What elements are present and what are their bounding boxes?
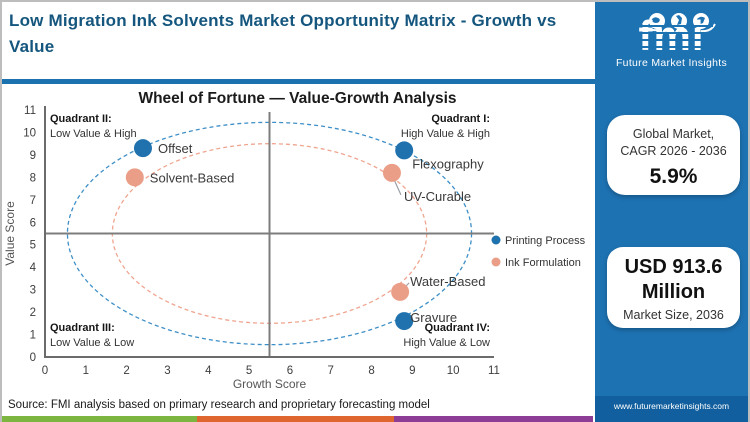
data-point-label-gravure: Gravure xyxy=(410,310,457,325)
y-tick-label: 0 xyxy=(30,352,36,364)
data-point-label-uv-curable: UV-Curable xyxy=(404,189,471,204)
footer-strip-orange xyxy=(197,416,394,422)
logo-stripe xyxy=(630,25,713,27)
y-tick-label: 11 xyxy=(24,105,36,117)
y-axis-title: Value Score xyxy=(3,201,17,266)
data-point-label-flexography: Flexography xyxy=(412,156,484,171)
y-tick-label: 6 xyxy=(30,217,36,229)
logo-stripe xyxy=(630,32,713,34)
cagr-card-title-line2: CAGR 2026 - 2036 xyxy=(620,144,727,158)
x-tick-label: 10 xyxy=(447,365,460,377)
footer-strip-green xyxy=(0,416,197,422)
page-border-right xyxy=(748,0,750,422)
y-tick-label: 4 xyxy=(30,262,37,274)
page-border-left xyxy=(0,0,2,422)
y-tick-label: 9 xyxy=(30,150,36,162)
quadrant-title: Quadrant IV: xyxy=(425,322,490,334)
logo-stripe xyxy=(630,39,713,41)
quadrant-subtitle: Low Value & Low xyxy=(50,337,134,349)
quadrant-title: Quadrant I: xyxy=(431,113,490,125)
quadrant-subtitle: High Value & High xyxy=(401,128,490,140)
x-tick-label: 9 xyxy=(409,365,415,377)
cagr-card-title-line1: Global Market, xyxy=(632,127,715,141)
y-tick-label: 10 xyxy=(23,127,36,139)
legend-label-ink-formulation: Ink Formulation xyxy=(505,257,581,269)
page-title: Low Migration Ink Solvents Market Opport… xyxy=(9,11,557,56)
footer-strip-purple xyxy=(394,416,593,422)
legend-swatch-ink-formulation xyxy=(491,257,501,267)
y-tick-label: 5 xyxy=(30,240,36,252)
y-tick-label: 1 xyxy=(30,330,36,342)
page-title-block: Low Migration Ink Solvents Market Opport… xyxy=(9,8,589,60)
x-tick-label: 11 xyxy=(488,365,500,377)
data-point-uv-curable[interactable] xyxy=(382,163,401,182)
chart-title: Wheel of Fortune — Value-Growth Analysis xyxy=(138,90,457,107)
sidebar-footer: www.futuremarketinsights.com xyxy=(595,396,748,422)
data-point-label-offset: Offset xyxy=(158,141,193,156)
data-point-label-water-based: Water-Based xyxy=(410,274,485,289)
quadrant-title: Quadrant III: xyxy=(50,322,115,334)
x-tick-label: 1 xyxy=(83,365,89,377)
y-tick-label: 2 xyxy=(30,307,36,319)
brand-sidebar: fmi Future Market Insights xyxy=(595,2,748,422)
data-point-flexography[interactable] xyxy=(395,141,414,160)
y-tick-label: 8 xyxy=(30,172,36,184)
x-tick-label: 0 xyxy=(42,365,48,377)
data-point-solvent-based[interactable] xyxy=(125,168,144,187)
logo-stripe xyxy=(630,46,713,48)
quadrant-subtitle: High Value & Low xyxy=(403,337,490,349)
data-point-offset[interactable] xyxy=(133,139,152,158)
legend-label-printing-process: Printing Process xyxy=(505,235,586,247)
x-tick-label: 2 xyxy=(123,365,129,377)
data-point-label-solvent-based: Solvent-Based xyxy=(150,170,235,185)
x-tick-label: 3 xyxy=(164,365,170,377)
x-tick-label: 8 xyxy=(368,365,374,377)
x-tick-label: 6 xyxy=(287,365,293,377)
header-divider-rule xyxy=(0,79,595,84)
market-size-value-line2: Million xyxy=(641,281,706,303)
cagr-value: 5.9% xyxy=(649,165,698,188)
market-size-caption: Market Size, 2036 xyxy=(623,308,724,322)
market-size-card: USD 913.6 Million Market Size, 2036 xyxy=(607,247,740,328)
page-border-top xyxy=(0,0,750,2)
data-point-water-based[interactable] xyxy=(391,282,410,301)
x-tick-label: 7 xyxy=(328,365,334,377)
scatter-plot: 0 1 2 3 4 5 6 7 8 9 10 11 0 1 2 3 4 5 6 7 8 9 10 11 Growth Score… xyxy=(3,105,586,391)
website-link[interactable]: www.futuremarketinsights.com xyxy=(613,401,730,411)
source-note: Source: FMI analysis based on primary re… xyxy=(8,399,430,411)
legend-swatch-printing-process xyxy=(491,235,501,245)
fmi-logo-acronym: fmi xyxy=(630,15,713,57)
market-size-value-line1: USD 913.6 xyxy=(624,256,723,278)
y-tick-label: 3 xyxy=(30,285,36,297)
cagr-card: Global Market, CAGR 2026 - 2036 5.9% xyxy=(607,115,740,195)
x-tick-label: 5 xyxy=(246,365,252,377)
x-axis-title: Growth Score xyxy=(233,377,307,391)
fmi-logo: fmi Future Market Insights xyxy=(595,8,748,96)
quadrant-title: Quadrant II: xyxy=(50,113,112,125)
y-tick-label: 7 xyxy=(30,195,36,207)
x-tick-label: 4 xyxy=(205,365,212,377)
fmi-logo-tagline: Future Market Insights xyxy=(615,57,728,69)
quadrant-subtitle: Low Value & High xyxy=(50,128,137,140)
data-point-gravure[interactable] xyxy=(395,312,414,331)
